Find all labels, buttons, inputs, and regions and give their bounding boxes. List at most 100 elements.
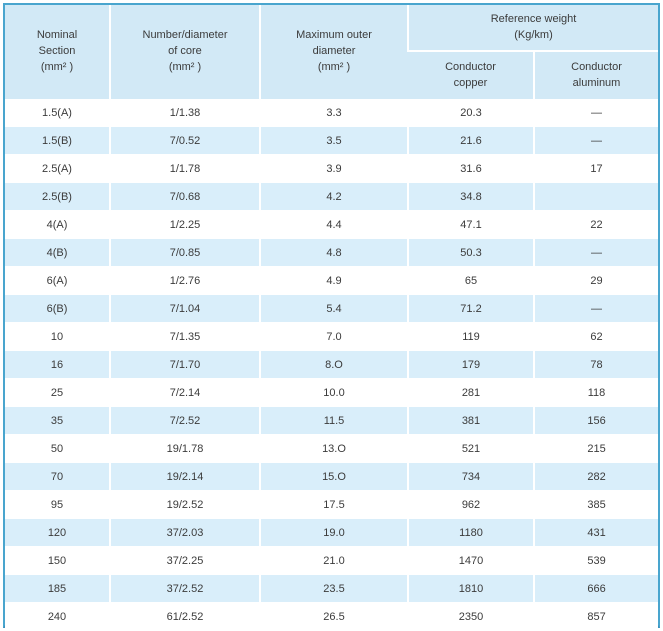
header-line: Maximum outer bbox=[296, 29, 372, 42]
table-cell: 1/1.78 bbox=[109, 154, 260, 183]
table-cell: 50 bbox=[5, 434, 110, 463]
table-cell: 666 bbox=[532, 574, 659, 603]
table-row: 95 19/2.52 17.5 962 385 bbox=[5, 490, 659, 519]
table-row: 25 7/2.14 10.0 281 118 bbox=[5, 378, 659, 407]
table-cell: 50.3 bbox=[407, 238, 534, 267]
table-cell: 62 bbox=[532, 322, 659, 351]
header-conductor-copper: Conductor copper bbox=[408, 51, 534, 99]
header-unit: (mm² ) bbox=[40, 60, 74, 73]
table-cell: 34.8 bbox=[407, 182, 534, 211]
table-cell: 19/2.52 bbox=[109, 490, 260, 519]
table-cell: 2.5(A) bbox=[5, 154, 110, 183]
table-row: 35 7/2.52 11.5 381 156 bbox=[5, 406, 659, 435]
table-row: 1.5(A) 1/1.38 3.3 20.3— bbox=[5, 99, 659, 127]
cable-spec-table: Nominal Section (mm² ) Number/diameter o… bbox=[5, 5, 659, 630]
header-number-diameter: Number/diameter of core (mm² ) bbox=[109, 5, 260, 99]
table-cell: 17.5 bbox=[259, 490, 408, 519]
table-cell: 7/0.52 bbox=[109, 126, 260, 155]
table-cell: 21.0 bbox=[259, 546, 408, 575]
table-cell: 240 bbox=[5, 602, 110, 630]
table-cell: — bbox=[532, 294, 659, 323]
table-cell: 1.5(A) bbox=[5, 99, 110, 127]
table-cell: 1/1.38 bbox=[109, 99, 260, 127]
table-cell: 4(B) bbox=[5, 238, 110, 267]
table-cell: 6(B) bbox=[5, 294, 110, 323]
table-cell: 5.4 bbox=[259, 294, 408, 323]
table-cell: 3.3 bbox=[259, 99, 408, 127]
table-cell: 20.3 bbox=[407, 99, 534, 127]
table-cell: 1470 bbox=[407, 546, 534, 575]
table-row: 16 7/1.70 8.O 179 78 bbox=[5, 350, 659, 379]
table-cell bbox=[532, 182, 659, 211]
table-cell: 431 bbox=[532, 518, 659, 547]
header-nominal-section: Nominal Section (mm² ) bbox=[5, 5, 110, 99]
table-cell: 70 bbox=[5, 462, 110, 491]
table-cell: — bbox=[532, 238, 659, 267]
table-cell: 857 bbox=[532, 602, 659, 630]
table-cell: 7/2.52 bbox=[109, 406, 260, 435]
table-header: Nominal Section (mm² ) Number/diameter o… bbox=[5, 5, 659, 99]
table-cell: 179 bbox=[407, 350, 534, 379]
table-row: 185 37/2.52 23.5 1810 666 bbox=[5, 574, 659, 603]
table-row: 70 19/2.14 15.O 734 282 bbox=[5, 462, 659, 491]
table-cell: 4.4 bbox=[259, 210, 408, 239]
table-cell: 37/2.25 bbox=[109, 546, 260, 575]
table-row: 150 37/2.25 21.0 1470 539 bbox=[5, 546, 659, 575]
table-cell: 734 bbox=[407, 462, 534, 491]
table-cell: 71.2 bbox=[407, 294, 534, 323]
header-line: Conductor bbox=[445, 60, 496, 73]
table-cell: — bbox=[532, 126, 659, 155]
table-cell: — bbox=[532, 99, 659, 127]
table-cell: 8.O bbox=[259, 350, 408, 379]
table-cell: 10.0 bbox=[259, 378, 408, 407]
table-cell: 21.6 bbox=[407, 126, 534, 155]
header-line: of core bbox=[168, 45, 202, 58]
table-cell: 118 bbox=[532, 378, 659, 407]
table-cell: 37/2.03 bbox=[109, 518, 260, 547]
table-cell: 1/2.25 bbox=[109, 210, 260, 239]
table-cell: 11.5 bbox=[259, 406, 408, 435]
table-cell: 539 bbox=[532, 546, 659, 575]
header-line: Conductor bbox=[571, 60, 622, 73]
table-body: 1.5(A) 1/1.38 3.3 20.3—1.5(B) 7/0.52 3.5 21.6—… bbox=[5, 99, 659, 630]
table-cell: 7/1.70 bbox=[109, 350, 260, 379]
header-line: aluminum bbox=[572, 76, 621, 89]
table-cell: 95 bbox=[5, 490, 110, 519]
table-cell: 65 bbox=[407, 266, 534, 295]
table-cell: 2.5(B) bbox=[5, 182, 110, 211]
header-conductor-aluminum: Conductor aluminum bbox=[532, 51, 659, 99]
header-unit: (mm² ) bbox=[168, 60, 202, 73]
table-cell: 37/2.52 bbox=[109, 574, 260, 603]
header-line: Reference weight bbox=[490, 12, 577, 25]
table-cell: 19/2.14 bbox=[109, 462, 260, 491]
header-line: Number/diameter bbox=[142, 29, 228, 42]
table-cell: 281 bbox=[407, 378, 534, 407]
table-row: 4(A) 1/2.25 4.4 47.1 22 bbox=[5, 210, 659, 239]
table-cell: 78 bbox=[532, 350, 659, 379]
table-cell: 16 bbox=[5, 350, 110, 379]
table-row: 50 19/1.78 13.O 521 215 bbox=[5, 434, 659, 463]
table-row: 4(B) 7/0.85 4.8 50.3— bbox=[5, 238, 659, 267]
table-cell: 3.5 bbox=[259, 126, 408, 155]
table-cell: 61/2.52 bbox=[109, 602, 260, 630]
table-cell: 4.9 bbox=[259, 266, 408, 295]
table-cell: 35 bbox=[5, 406, 110, 435]
header-line: copper bbox=[453, 76, 488, 89]
table-cell: 381 bbox=[407, 406, 534, 435]
table-row: 6(B) 7/1.04 5.4 71.2— bbox=[5, 294, 659, 323]
table-cell: 4.2 bbox=[259, 182, 408, 211]
table-cell: 31.6 bbox=[407, 154, 534, 183]
table-cell: 26.5 bbox=[259, 602, 408, 630]
table-cell: 4.8 bbox=[259, 238, 408, 267]
table-cell: 7/1.04 bbox=[109, 294, 260, 323]
header-line: Section bbox=[38, 45, 76, 58]
table-cell: 150 bbox=[5, 546, 110, 575]
table-cell: 7/0.68 bbox=[109, 182, 260, 211]
table-cell: 15.O bbox=[259, 462, 408, 491]
spec-table-frame: Nominal Section (mm² ) Number/diameter o… bbox=[3, 3, 660, 630]
table-cell: 521 bbox=[407, 434, 534, 463]
header-unit: (Kg/km) bbox=[514, 28, 553, 41]
table-cell: 119 bbox=[407, 322, 534, 351]
table-cell: 1810 bbox=[407, 574, 534, 603]
table-cell: 120 bbox=[5, 518, 110, 547]
